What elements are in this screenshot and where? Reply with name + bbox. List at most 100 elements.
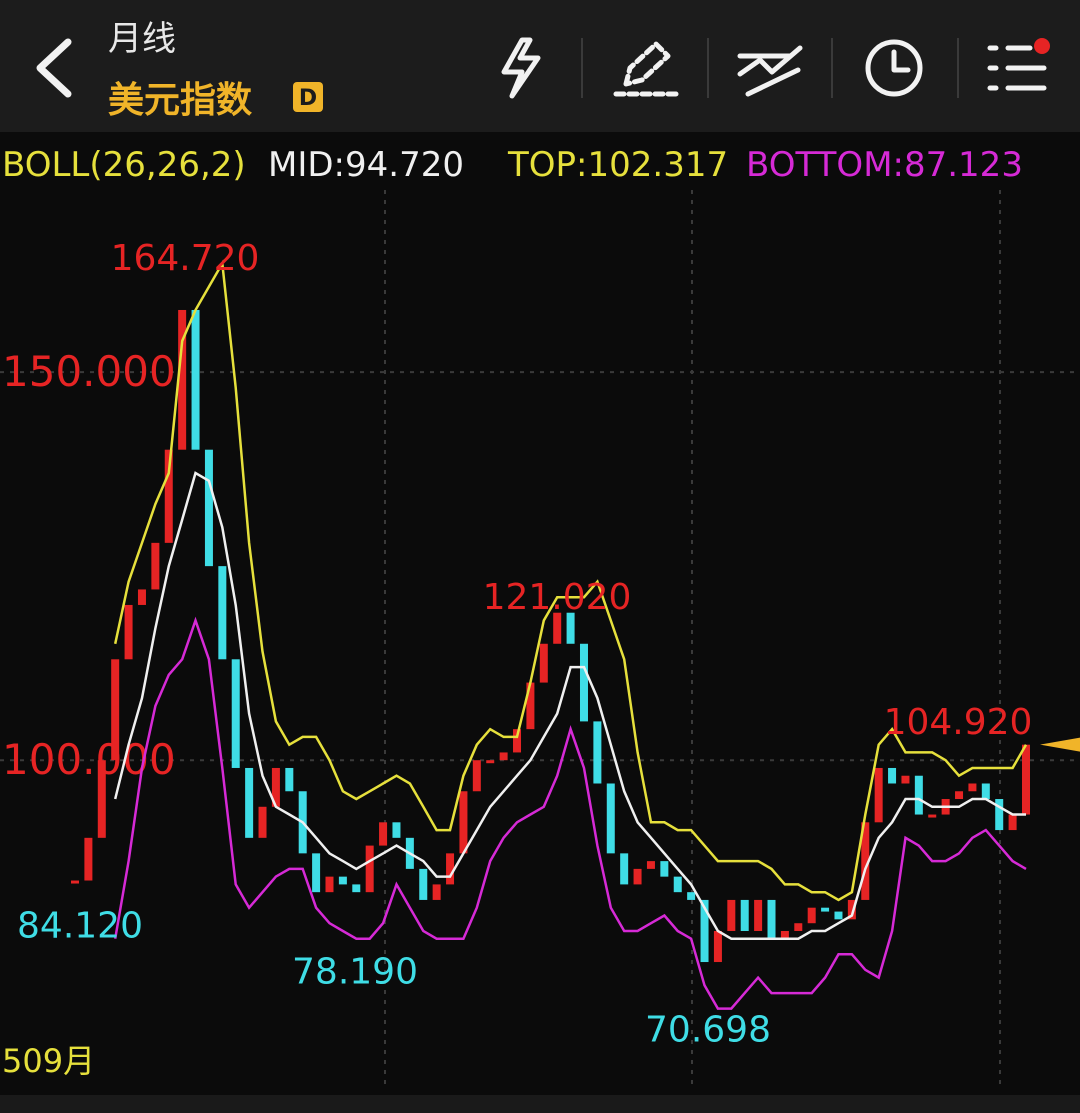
bottom-bar (0, 1095, 1080, 1113)
candle (392, 822, 401, 838)
flash-icon[interactable] (501, 37, 541, 99)
line-icon[interactable] (737, 45, 803, 97)
candle (620, 853, 629, 885)
extreme-label: 121.020 (483, 577, 632, 618)
candle (1008, 814, 1017, 831)
candle (526, 682, 535, 730)
indicator-mid: MID:94.720 (268, 145, 464, 185)
extreme-label: 78.190 (292, 952, 418, 993)
candle (713, 930, 722, 963)
candle (97, 760, 106, 838)
candle (285, 767, 294, 792)
candle (861, 822, 870, 900)
indicator-bottom: BOTTOM:87.123 (746, 145, 1023, 185)
notify-dot (1034, 38, 1050, 54)
candle (593, 721, 602, 784)
candle (164, 449, 173, 543)
indicator-name: BOLL(26,26,2) (2, 145, 246, 185)
candle (660, 861, 669, 877)
candle (901, 775, 910, 784)
candle (914, 775, 923, 815)
candle (553, 612, 562, 644)
candle (178, 309, 187, 450)
indicator-top: TOP:102.317 (507, 145, 728, 185)
candle (218, 566, 227, 660)
top-bar (0, 0, 1080, 132)
extreme-label: 164.720 (111, 238, 260, 279)
candle (981, 783, 990, 800)
v-grid (384, 190, 1001, 1090)
boll-line (113, 616, 1027, 1010)
boll-line (113, 471, 1026, 940)
candle (432, 884, 441, 900)
candle (459, 791, 468, 854)
candle (807, 907, 816, 924)
candle (821, 907, 830, 912)
draw-icon[interactable] (613, 41, 679, 97)
candle (566, 612, 575, 644)
candle (513, 729, 522, 753)
candle (847, 899, 856, 920)
candle (673, 876, 682, 893)
candle (579, 643, 588, 722)
candle (794, 923, 803, 931)
candle (446, 853, 455, 885)
candle (271, 767, 280, 807)
history-icon[interactable] (865, 39, 923, 97)
candle (245, 767, 254, 838)
period-label: 月线 (108, 19, 176, 59)
candle (633, 868, 642, 885)
candle (191, 309, 200, 450)
badge: D (299, 86, 317, 111)
y-tick-label: 150.000 (2, 347, 176, 396)
x-axis-label: 509月 (2, 1042, 95, 1080)
candle (151, 542, 160, 590)
candle (258, 806, 267, 838)
candle (995, 799, 1004, 831)
candle (888, 767, 897, 784)
candle (727, 899, 736, 931)
extreme-label: 104.920 (884, 702, 1033, 743)
candle (834, 911, 843, 920)
candle (352, 884, 361, 893)
candle (84, 837, 93, 881)
candle (365, 845, 374, 893)
candle (754, 899, 763, 931)
candle (486, 760, 495, 764)
menu-icon[interactable] (987, 45, 1047, 91)
candle (312, 853, 321, 893)
candle (606, 783, 615, 854)
last-price-marker (1040, 737, 1080, 752)
candle (687, 892, 696, 900)
candle (740, 899, 749, 931)
candle (204, 449, 213, 567)
candle (928, 814, 937, 818)
candle (124, 604, 133, 660)
boll-line (113, 259, 1028, 902)
y-tick-label: 100.000 (2, 735, 176, 784)
candle (499, 752, 508, 761)
candle (780, 930, 789, 939)
candle (700, 899, 709, 963)
candle (955, 791, 964, 800)
extreme-label: 70.698 (645, 1010, 771, 1051)
candle (111, 659, 120, 761)
candle (767, 899, 776, 939)
candle (231, 659, 240, 768)
candle (71, 880, 79, 884)
candle (419, 868, 428, 900)
candle (874, 767, 883, 823)
extreme-label: 84.120 (17, 905, 143, 946)
instrument-title: 美元指数 (108, 80, 252, 121)
candle (539, 643, 548, 683)
candle (379, 822, 388, 846)
candle (137, 589, 146, 605)
candle (1022, 744, 1030, 815)
candle (325, 876, 334, 893)
badge-bg (293, 82, 323, 112)
candle (338, 876, 347, 885)
candle (968, 783, 977, 792)
back-button[interactable] (36, 38, 72, 98)
